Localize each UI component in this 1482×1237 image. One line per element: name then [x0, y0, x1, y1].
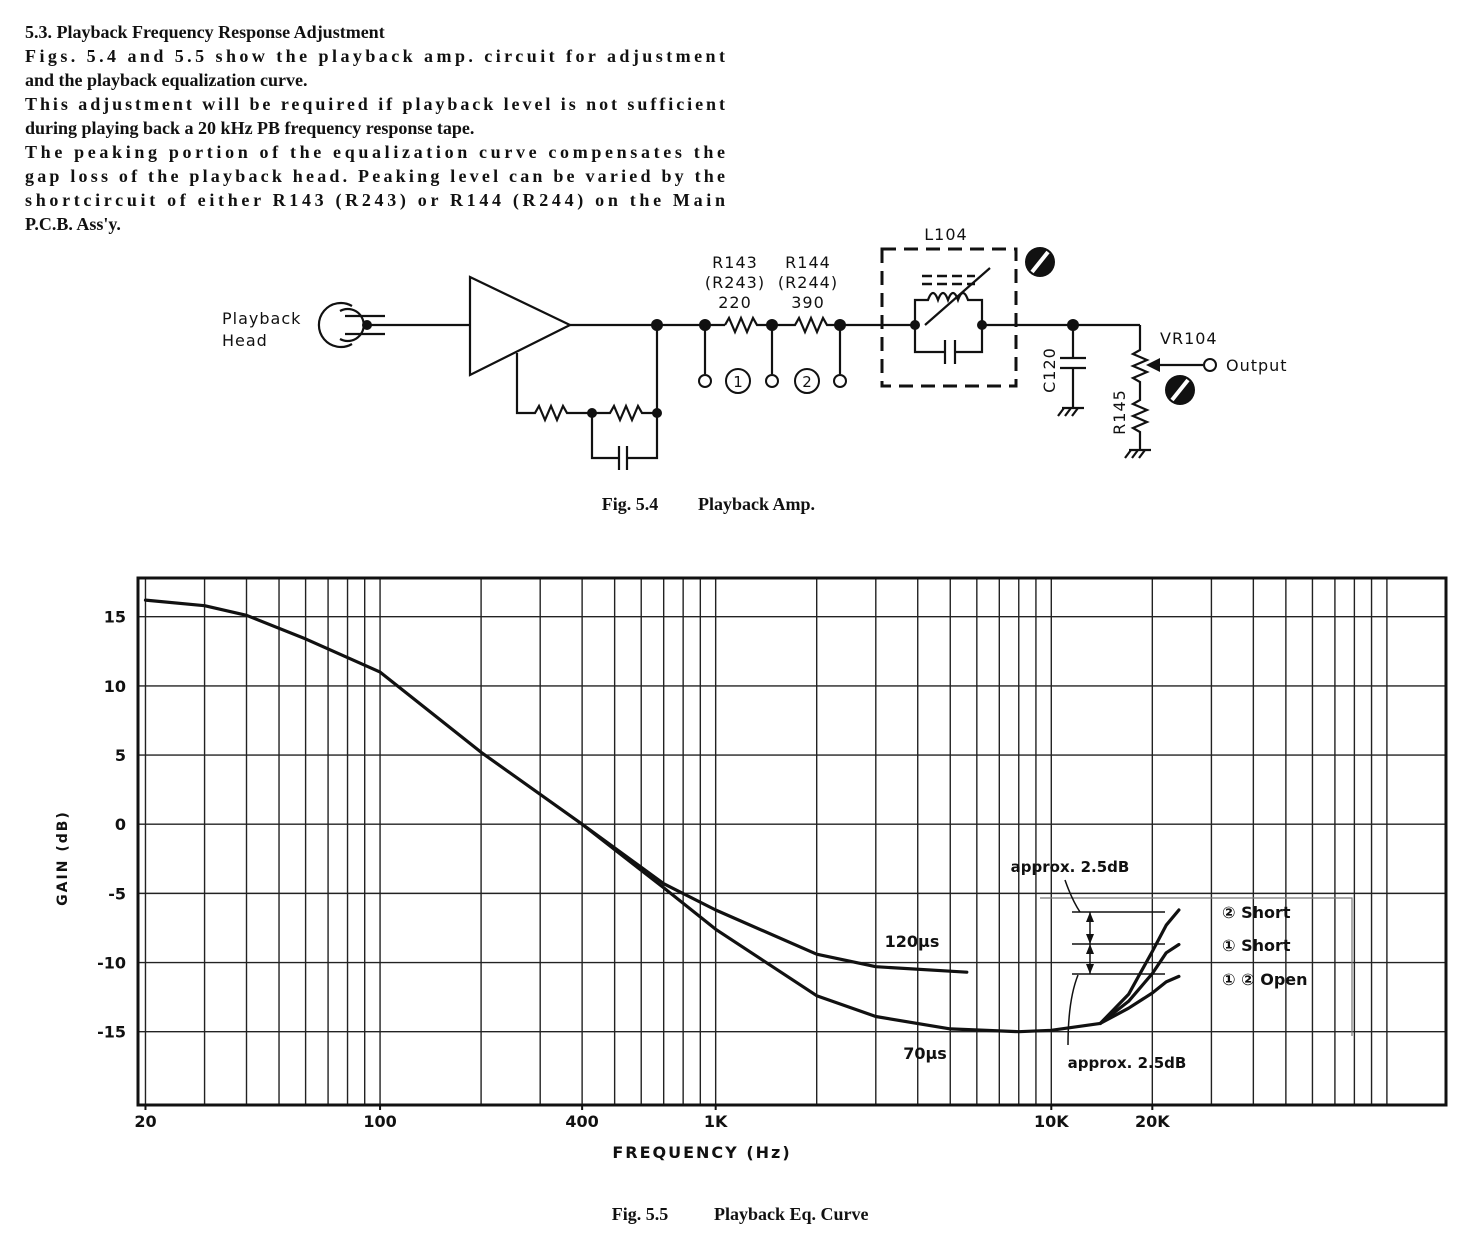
curve-label: 120µs	[885, 932, 940, 951]
label: Output	[1226, 356, 1288, 375]
caption-title: Playback Amp.	[698, 494, 815, 514]
x-tick-label: 20K	[1135, 1112, 1170, 1131]
capacitor	[1057, 325, 1086, 417]
body-line: shortcircuit of either R143 (R243) or R1…	[25, 190, 725, 211]
terminal	[1203, 358, 1217, 372]
tap-label: 2	[802, 373, 812, 391]
caption-number: Fig. 5.4	[602, 494, 659, 514]
x-tick-label: 100	[363, 1112, 396, 1131]
bracket-arrow	[1086, 912, 1094, 974]
terminal	[698, 374, 712, 388]
tap-marker	[794, 368, 820, 394]
curve	[580, 822, 969, 974]
y-tick-label: 5	[115, 746, 126, 765]
body-line: and the playback equalization curve.	[25, 70, 308, 90]
curve	[1098, 908, 1181, 1025]
label: (R243)	[705, 273, 765, 292]
body-line: Figs. 5.4 and 5.5 show the playback amp.…	[25, 46, 725, 66]
x-tick-label: 10K	[1034, 1112, 1069, 1131]
legend-frame	[1040, 897, 1353, 1036]
terminal	[833, 374, 847, 388]
heading: 5.3. Playback Frequency Response Adjustm…	[25, 22, 385, 42]
adjust-arrow	[924, 267, 991, 326]
label: 390	[791, 293, 825, 312]
body-text: Figs. 5.4 and 5.5 show the playback amp.…	[25, 46, 725, 234]
node	[652, 408, 662, 418]
head	[317, 301, 353, 349]
label: R144	[785, 253, 831, 272]
y-tick-label: 0	[115, 815, 126, 834]
curve	[1098, 942, 1181, 1025]
y-tick-label: 10	[104, 677, 126, 696]
circuit: 1 2 Playback Head R143 (R243) 220 R144 (…	[222, 225, 1288, 514]
y-tick-label: -15	[97, 1023, 126, 1042]
terminal	[765, 374, 779, 388]
label: Playback	[222, 309, 301, 328]
label: L104	[924, 225, 967, 244]
curve-label: 70µs	[903, 1044, 947, 1063]
body-line: gap loss of the playback head. Peaking l…	[25, 166, 725, 186]
legend-entry: ① Short	[1222, 936, 1291, 955]
node	[587, 408, 597, 418]
y-tick-label: -5	[108, 884, 126, 903]
caption-title: Playback Eq. Curve	[714, 1204, 869, 1224]
body-line: This adjustment will be required if play…	[25, 94, 725, 114]
potentiometer	[1124, 325, 1151, 459]
plot-frame	[136, 576, 1448, 1107]
label: R145	[1110, 389, 1129, 435]
tap-marker	[725, 368, 751, 394]
core	[922, 274, 975, 286]
label: Head	[222, 331, 268, 350]
feedback	[515, 325, 659, 423]
bracket	[1072, 911, 1165, 975]
body-line: during playing back a 20 kHz PB frequenc…	[25, 118, 474, 138]
leader	[1064, 879, 1081, 1046]
body-line: The peaking portion of the equalization …	[25, 142, 725, 162]
x-tick-label: 20	[134, 1112, 156, 1131]
y-tick-label: 15	[104, 608, 126, 627]
wiper	[1146, 358, 1160, 372]
tap-label: 1	[733, 373, 743, 391]
legend-entry: ② Short	[1222, 903, 1291, 922]
curve	[1098, 974, 1181, 1025]
resistor	[724, 315, 882, 335]
curve	[143, 598, 1102, 1034]
x-tick-label: 400	[565, 1112, 598, 1131]
adjust-icon	[1170, 378, 1190, 402]
adjust-icon	[1030, 250, 1050, 274]
label: 220	[718, 293, 752, 312]
body-line: P.C.B. Ass'y.	[25, 214, 121, 234]
y-tick-label: -10	[97, 954, 126, 973]
legend-entry: ① ② Open	[1222, 970, 1308, 989]
amplifier	[468, 275, 573, 377]
chart: -15 -10 -5 0 5 10 15 20 100 400 1K 10K 20K FREQUENCY …	[55, 576, 1448, 1224]
head	[339, 307, 365, 343]
shield-box	[880, 247, 1018, 388]
annotation: approx. 2.5dB	[1011, 858, 1130, 876]
inductor	[882, 291, 1016, 364]
label: (R244)	[778, 273, 838, 292]
annotation: approx. 2.5dB	[1068, 1054, 1187, 1072]
label: R143	[712, 253, 758, 272]
x-axis-label: FREQUENCY (Hz)	[612, 1143, 791, 1162]
label: C120	[1040, 347, 1059, 393]
capacitor	[590, 413, 659, 470]
x-tick-label: 1K	[704, 1112, 728, 1131]
label: VR104	[1160, 329, 1218, 348]
caption-number: Fig. 5.5	[612, 1204, 669, 1224]
y-axis-label: GAIN (dB)	[55, 810, 71, 906]
node	[910, 320, 920, 330]
node	[977, 320, 987, 330]
